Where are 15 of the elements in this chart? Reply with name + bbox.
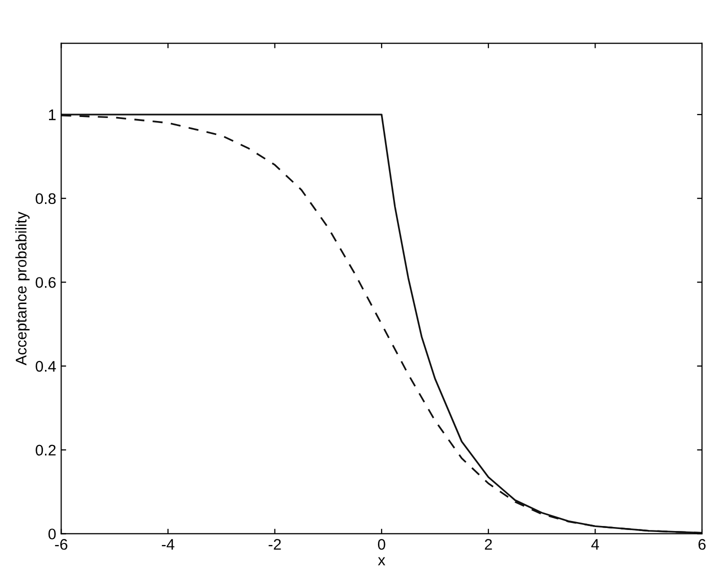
- x-tick-label: -6: [55, 538, 68, 550]
- y-axis-title: Acceptance probability: [15, 212, 30, 366]
- x-tick-label: -2: [268, 538, 281, 550]
- x-axis-title: x: [378, 557, 386, 566]
- y-tick-label: 0.2: [36, 444, 56, 456]
- y-tick-label: 0.6: [36, 277, 56, 288]
- x-tick-label: 0: [378, 538, 386, 550]
- y-tick-label: 1: [49, 110, 56, 120]
- x-tick-label: 2: [484, 538, 492, 550]
- x-tick-label: 6: [698, 538, 706, 550]
- y-tick-label: 0.4: [36, 360, 56, 372]
- x-tick-label: -4: [162, 539, 174, 550]
- y-tick-label: 0.8: [36, 193, 56, 204]
- x-tick-label: 4: [591, 539, 599, 550]
- y-tick-label: 0: [48, 528, 56, 540]
